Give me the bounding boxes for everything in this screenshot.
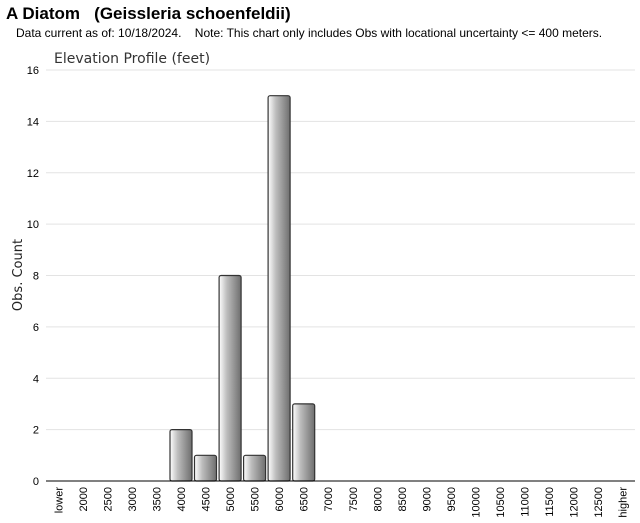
- x-tick-label: 8500: [397, 487, 409, 511]
- bar-6500: [292, 403, 316, 482]
- x-tick-label: 8000: [372, 487, 384, 511]
- y-tick-label: 0: [33, 476, 39, 488]
- bar-layer: [169, 95, 316, 482]
- bar-5000: [218, 274, 242, 482]
- x-tick-label: 6500: [299, 487, 311, 511]
- x-tick-label: 12500: [593, 487, 605, 518]
- x-tick-label: 2000: [78, 487, 90, 511]
- y-tick-label: 12: [27, 168, 39, 180]
- y-tick-layer: 0 2 4 6 8 10 12 14 16: [27, 65, 39, 488]
- bar-5500: [243, 454, 267, 482]
- x-tick-label: 10500: [495, 487, 507, 518]
- x-tick-label: 12000: [569, 487, 581, 518]
- chart-title: Elevation Profile (feet): [54, 51, 210, 67]
- x-tick-label: lower: [53, 487, 65, 514]
- grid-layer: [46, 69, 635, 431]
- x-tick-label: 2500: [102, 487, 114, 511]
- x-tick-label: 6000: [274, 487, 286, 511]
- y-tick-label: 6: [33, 322, 39, 334]
- x-tick-label: 9500: [446, 487, 458, 511]
- bar-4000: [169, 429, 193, 482]
- page-subtitle: Data current as of: 10/18/2024. Note: Th…: [16, 26, 603, 40]
- y-tick-label: 4: [33, 373, 39, 385]
- x-tick-label: 5500: [250, 487, 262, 511]
- y-tick-label: 10: [27, 219, 39, 231]
- x-tick-label: 7000: [323, 487, 335, 511]
- y-axis-label: Obs. Count: [11, 239, 26, 311]
- x-tick-label: higher: [618, 487, 630, 518]
- x-tick-label: 11000: [520, 487, 532, 517]
- y-tick-label: 8: [33, 271, 39, 283]
- x-tick-label: 10000: [471, 487, 483, 518]
- bar-6000: [267, 95, 291, 482]
- x-tick-label: 4000: [176, 487, 188, 511]
- x-tick-label: 3500: [151, 487, 163, 511]
- page-title: A Diatom (Geissleria schoenfeldii): [6, 4, 291, 23]
- bar-4500: [193, 454, 218, 482]
- x-tick-label: 9000: [421, 487, 433, 511]
- y-tick-label: 16: [27, 65, 39, 77]
- y-tick-label: 14: [27, 116, 39, 128]
- x-tick-label: 3000: [127, 487, 139, 511]
- x-tick-layer: lower 2000 2500 3000 3500 4000 4500 5000 5500 600…: [53, 487, 629, 518]
- x-tick-label: 4500: [201, 487, 213, 511]
- x-tick-label: 7500: [348, 487, 360, 511]
- y-tick-label: 2: [33, 425, 39, 437]
- x-tick-label: 5000: [225, 487, 237, 511]
- x-tick-label: 11500: [544, 487, 556, 517]
